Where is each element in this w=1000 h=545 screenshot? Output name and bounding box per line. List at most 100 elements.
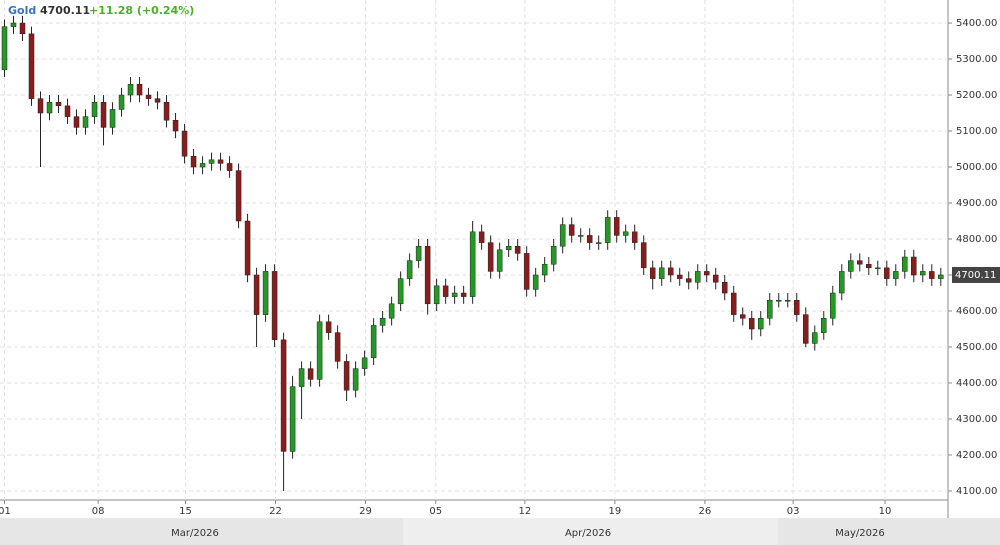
candle-body [514, 245, 521, 254]
candle-body [181, 130, 188, 157]
candle-body [848, 260, 854, 272]
change: +11.28 (+0.24%) [89, 4, 194, 17]
candle-body [766, 299, 773, 319]
candle-body [118, 94, 125, 110]
candle-body [253, 274, 260, 315]
candle-body [64, 105, 71, 117]
candle-body [280, 339, 287, 452]
candle-body [640, 242, 647, 269]
month-band [0, 518, 1000, 545]
candle-body [451, 292, 458, 297]
y-tick-label: 5100.00 [956, 126, 997, 137]
last-price-tag-label: 4700.11 [955, 270, 996, 281]
candle-body [803, 314, 809, 344]
month-label: Mar/2026 [171, 528, 219, 539]
candle-body [866, 263, 872, 269]
candle-body [839, 271, 845, 294]
candle-body [830, 292, 836, 319]
candle-body [631, 231, 638, 243]
candle-body [812, 332, 818, 344]
month-bg [403, 518, 778, 545]
candle-body [100, 101, 107, 128]
candle-body [145, 94, 152, 99]
x-tick-label: 08 [92, 506, 105, 517]
candle-body [604, 217, 611, 243]
candle-body [739, 314, 746, 319]
candle-body [352, 368, 359, 391]
x-tick-label: 15 [179, 506, 192, 517]
candle-body [325, 321, 332, 333]
candle-body [460, 292, 467, 297]
candle-body [748, 317, 755, 330]
candle-body [361, 357, 368, 369]
candle-body [154, 98, 161, 103]
symbol: Gold [8, 4, 36, 17]
y-tick-label: 4100.00 [956, 486, 997, 497]
candle-body [938, 274, 944, 279]
candle-body [271, 271, 278, 341]
candle-body [775, 299, 782, 302]
candle-body [667, 267, 674, 276]
candle-body [523, 253, 530, 290]
candle-body [235, 170, 242, 222]
candle-body [298, 368, 305, 387]
candle-body [532, 274, 539, 290]
candle-body [559, 224, 566, 247]
candle-body [91, 101, 98, 117]
month-bg [0, 518, 403, 545]
candle-body [613, 217, 620, 236]
candle-body [505, 245, 512, 251]
candle-body [893, 271, 899, 279]
candle-body [586, 235, 593, 243]
candle-body [478, 231, 485, 243]
candle-body [10, 22, 17, 27]
candle-body [496, 249, 503, 272]
y-tick-label: 4900.00 [956, 198, 997, 209]
candle-body [577, 235, 584, 237]
candle-body [433, 285, 440, 305]
x-tick-label: 10 [879, 506, 892, 517]
candle-body [217, 159, 224, 164]
candle-body [37, 98, 44, 114]
candle-body [424, 245, 431, 305]
month-label: Apr/2026 [565, 528, 611, 539]
candle-body [73, 116, 80, 128]
candle-body [190, 155, 197, 168]
candle-body [920, 271, 926, 276]
candle-body [757, 317, 764, 330]
candle-body [19, 22, 26, 35]
candle-body [127, 83, 134, 96]
candle-body [109, 109, 116, 128]
candle-body [442, 285, 449, 297]
month-label: May/2026 [835, 528, 885, 539]
x-tick-label: 01 [0, 506, 11, 517]
candle-body [208, 159, 215, 164]
x-tick-label: 19 [609, 506, 622, 517]
candle-body [28, 33, 35, 99]
candle-body [595, 242, 602, 244]
candle-body [712, 274, 719, 283]
candle-body [343, 361, 350, 391]
x-tick-label: 03 [787, 506, 800, 517]
candle-body [55, 101, 62, 107]
y-tick-label: 5200.00 [956, 90, 997, 101]
y-tick-label: 4200.00 [956, 450, 997, 461]
candle-body [469, 231, 476, 297]
candle-body [415, 245, 422, 261]
candle-body [658, 267, 665, 279]
candle-body [694, 271, 701, 283]
candle-body [541, 263, 548, 276]
candle-body [676, 274, 683, 279]
grid [0, 0, 948, 500]
candle-body [262, 271, 269, 315]
candle-body [334, 332, 341, 362]
candle-body [226, 163, 233, 171]
candle-body [370, 325, 377, 359]
candle-body [685, 278, 692, 283]
y-tick-label: 5400.00 [956, 18, 997, 29]
candle-body [911, 256, 917, 276]
y-tick-label: 5000.00 [956, 162, 997, 173]
last-price-tag [952, 266, 1000, 283]
candle-body [929, 271, 935, 279]
